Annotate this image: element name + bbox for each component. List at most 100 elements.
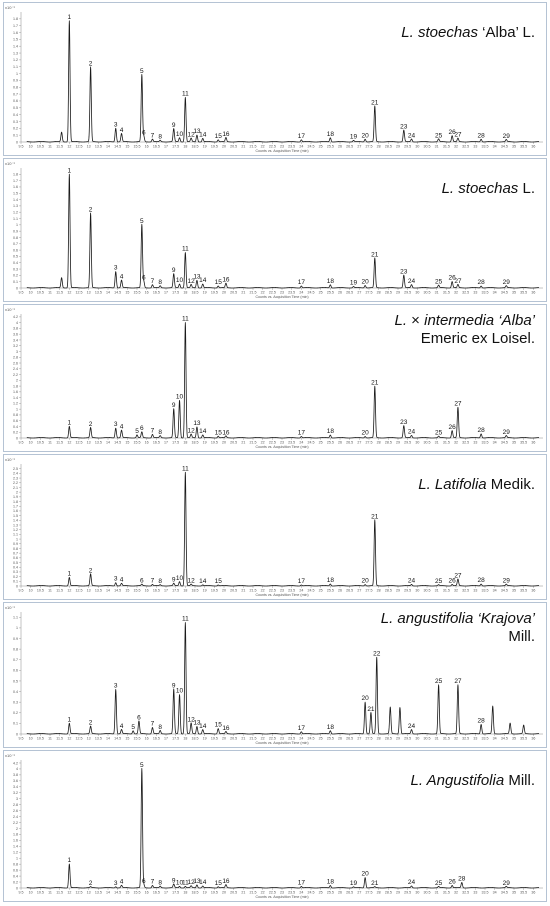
peak-label: 9 [172,122,176,129]
x-tick-label: 27.5 [366,291,373,295]
y-tick-label: 0.2 [13,575,18,579]
x-tick-label: 10 [29,737,33,741]
peak-label: 28 [478,427,486,434]
y-exponent-label: x10⁻¹ [5,457,16,462]
x-tick-label: 10.5 [37,291,44,295]
peak-label: 25 [435,430,443,437]
y-tick-label: 3.6 [13,779,18,783]
y-tick-label: 2.2 [13,481,18,485]
x-tick-label: 32 [454,589,458,593]
x-tick-label: 18 [183,441,187,445]
x-tick-label: 10.5 [37,891,44,895]
x-tick-label: 17.5 [172,441,179,445]
x-tick-label: 18 [183,291,187,295]
peak-label: 17 [298,133,306,140]
y-tick-label: 0.5 [13,106,18,110]
x-tick-label: 33.5 [482,291,489,295]
x-tick-label: 17.5 [172,737,179,741]
x-tick-label: 28 [377,145,381,149]
y-tick-label: 1.2 [13,402,18,406]
y-tick-label: 2.1 [13,486,18,490]
panel-title: L. Latifolia Medik. [418,476,535,493]
chromatogram-plot: x10⁻¹ 4.2 4 3.8 3.6 3.4 3.2 3 2.8 2.6 2.4 2.2 2 1.8 1.… [5,753,543,899]
peak-label: 27 [454,278,462,285]
x-tick-label: 10 [29,891,33,895]
x-tick-label: 28.5 [385,441,392,445]
y-tick-label: 1.8 [13,173,18,177]
x-tick-label: 11 [48,441,52,445]
x-tick-label: 27 [357,589,361,593]
x-tick-label: 33.5 [482,891,489,895]
x-tick-label: 19 [203,589,207,593]
y-tick-label: 2.4 [13,367,18,371]
peak-label: 17 [298,880,306,887]
x-tick-label: 15 [125,589,129,593]
x-tick-label: 11 [48,589,52,593]
x-tick-label: 33.5 [482,441,489,445]
y-tick-label: 1.8 [13,500,18,504]
y-tick-label: 3.4 [13,785,18,789]
peak-label: 1 [68,571,72,578]
x-tick-label: 23.5 [288,441,295,445]
x-tick-label: 10.5 [37,441,44,445]
chromatogram-plot: x10⁻¹2.52.42.32.22.121.91.81.71.61.51.41… [5,457,543,597]
y-tick-label: 1 [16,72,18,76]
peak-label: 13 [193,720,201,727]
x-tick-label: 11.5 [56,589,63,593]
peak-label: 8 [158,429,162,436]
x-tick-label: 28 [377,737,381,741]
x-tick-label: 16 [145,291,149,295]
y-tick-label: 1.4 [13,198,18,202]
y-tick-label: 1.6 [13,390,18,394]
x-tick-label: 22 [261,441,265,445]
x-tick-label: 22.5 [269,145,276,149]
x-tick-label: 32 [454,737,458,741]
chromatogram-panel: x10⁻¹ 1.8 1.7 1.6 1.5 1.4 1.3 1.2 1.1 1 0.9 0.8 0.7 0… [3,2,547,156]
y-tick-label: 1.5 [13,514,18,518]
peak-label: 14 [199,723,207,730]
x-tick-label: 19.5 [211,891,218,895]
x-tick-label: 13.5 [95,891,102,895]
y-exponent-label: x10⁻¹ [5,161,16,166]
x-tick-label: 13 [87,441,91,445]
x-tick-label: 13 [87,291,91,295]
peak-label: 6 [140,578,144,585]
x-tick-label: 31.5 [443,737,450,741]
peak-label: 20 [362,430,370,437]
x-tick-label: 27.5 [366,589,373,593]
peak-label: 2 [89,720,93,727]
peak-label: 20 [362,132,370,139]
x-tick-label: 9.5 [19,589,24,593]
peak-label: 21 [371,99,379,106]
x-tick-label: 33 [473,291,477,295]
y-tick-label: 0.8 [13,236,18,240]
x-tick-label: 12 [67,589,71,593]
peak-label: 8 [158,880,162,887]
x-tick-label: 35 [512,441,516,445]
y-tick-label: 0.1 [13,280,18,284]
peak-label: 5 [131,724,135,731]
x-axis-label: Counts vs. Acquisition Time (min) [255,593,308,597]
y-tick-label: 1.8 [13,384,18,388]
peak-label: 16 [222,878,230,885]
y-tick-label: 1.9 [13,495,18,499]
x-tick-label: 25.5 [327,589,334,593]
x-tick-label: 17 [164,891,168,895]
y-tick-label: 2.6 [13,809,18,813]
x-tick-label: 30.5 [424,891,431,895]
peak-label: 24 [408,278,416,285]
x-tick-label: 12 [67,441,71,445]
x-tick-label: 13 [87,589,91,593]
peak-label: 28 [458,876,466,883]
y-tick-label: 3.2 [13,344,18,348]
y-tick-label: 1.4 [13,45,18,49]
x-tick-label: 30 [415,441,419,445]
panel-border [3,750,547,902]
y-tick-label: 0.3 [13,267,18,271]
x-tick-label: 33 [473,737,477,741]
x-tick-label: 13.5 [95,145,102,149]
x-tick-label: 30.5 [424,145,431,149]
x-tick-label: 34 [493,589,497,593]
x-tick-label: 26.5 [346,441,353,445]
